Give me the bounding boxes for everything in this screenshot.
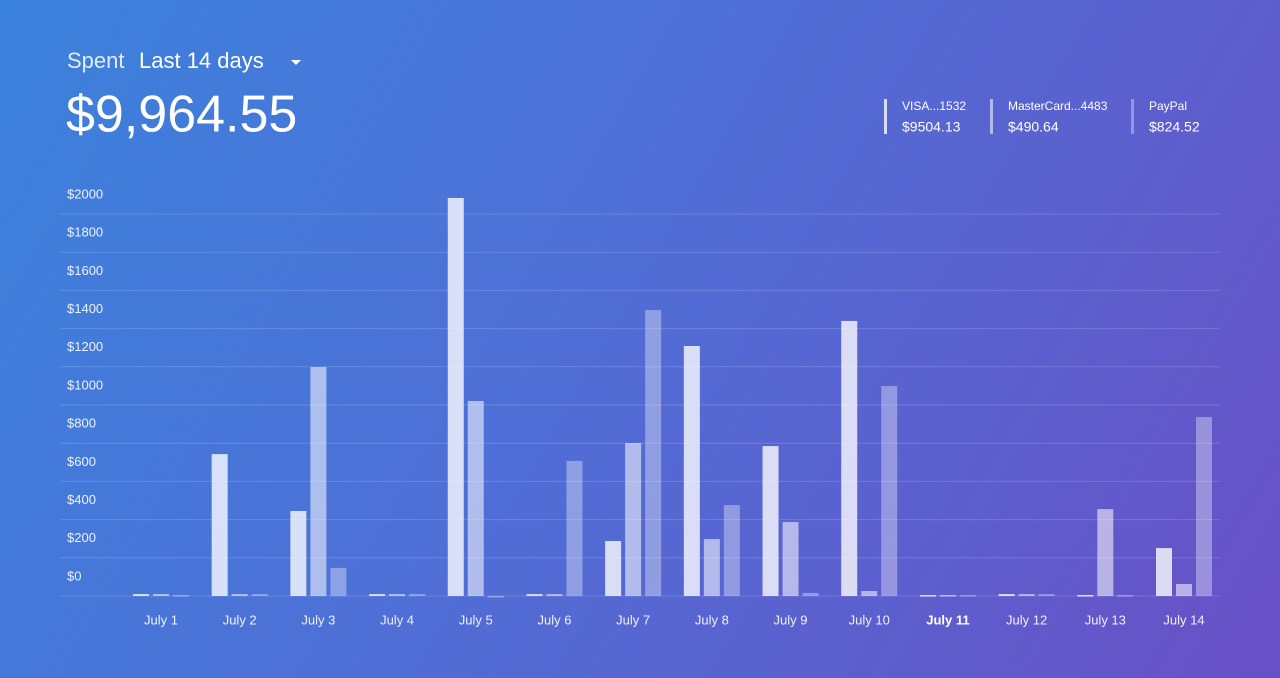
bar xyxy=(1038,594,1055,596)
bar xyxy=(566,460,583,596)
bar xyxy=(645,310,662,596)
bar xyxy=(703,539,720,596)
legend-total: $824.52 xyxy=(1149,119,1200,135)
x-tick-label: July 14 xyxy=(1163,612,1204,627)
x-tick-label: July 4 xyxy=(380,612,414,627)
x-tick-label: July 7 xyxy=(616,612,650,627)
bar xyxy=(998,594,1015,596)
x-tick-label: July 3 xyxy=(301,612,335,627)
bar xyxy=(959,595,976,597)
y-tick-label: $400 xyxy=(67,492,96,507)
spent-label: Spent xyxy=(67,48,125,73)
x-tick-label: July 6 xyxy=(537,612,571,627)
bar xyxy=(802,592,819,596)
legend-marker xyxy=(884,99,887,134)
x-tick-label: July 1 xyxy=(144,612,178,627)
bar xyxy=(173,595,189,597)
bar xyxy=(683,345,700,596)
bar xyxy=(153,594,169,596)
bar xyxy=(251,594,268,596)
bar xyxy=(1018,594,1035,596)
x-tick-label: July 2 xyxy=(223,612,257,627)
period-dropdown[interactable]: Last 14 days xyxy=(139,48,301,73)
legend-total: $490.64 xyxy=(1008,119,1059,135)
bar xyxy=(625,443,642,596)
bar xyxy=(409,594,426,596)
bar xyxy=(447,197,464,596)
x-tick-label: July 8 xyxy=(695,612,729,627)
legend-total: $9504.13 xyxy=(902,119,961,135)
bar xyxy=(467,400,484,596)
legend-name: VISA...1532 xyxy=(902,99,966,113)
bar xyxy=(389,594,406,596)
y-tick-label: $800 xyxy=(67,416,96,431)
bar xyxy=(546,594,563,596)
bar xyxy=(1117,595,1134,597)
bar xyxy=(290,511,307,596)
bar xyxy=(881,386,898,596)
total-amount: $9,964.55 xyxy=(66,86,297,144)
x-tick-label: July 11 xyxy=(926,612,969,627)
bar xyxy=(487,596,504,598)
bar xyxy=(369,594,386,596)
x-tick-label: July 5 xyxy=(459,612,493,627)
x-tick-label: July 9 xyxy=(774,612,808,627)
legend-marker xyxy=(1131,99,1134,134)
bar xyxy=(1196,417,1212,596)
y-tick-label: $1200 xyxy=(67,339,103,354)
x-tick-label: July 10 xyxy=(849,612,890,627)
bar xyxy=(762,446,779,596)
bar xyxy=(526,594,543,596)
x-tick-label: July 13 xyxy=(1085,612,1126,627)
y-tick-label: $1000 xyxy=(67,377,103,392)
y-tick-label: $1800 xyxy=(67,225,103,240)
y-tick-label: $600 xyxy=(67,454,96,469)
bar xyxy=(861,591,878,596)
bar xyxy=(1156,548,1172,596)
bar xyxy=(605,540,622,596)
x-tick-label: July 12 xyxy=(1006,612,1047,627)
bar xyxy=(1176,583,1192,596)
bar xyxy=(1077,595,1094,597)
bar xyxy=(782,522,799,596)
dropdown-caret[interactable] xyxy=(291,60,301,65)
y-tick-label: $0 xyxy=(67,568,81,583)
legend-name: PayPal xyxy=(1149,99,1187,113)
bar xyxy=(330,567,347,596)
y-tick-label: $200 xyxy=(67,530,96,545)
bar xyxy=(133,594,149,596)
bar xyxy=(919,595,936,597)
bar xyxy=(1097,509,1114,596)
y-tick-label: $1400 xyxy=(67,301,103,316)
legend-marker xyxy=(990,99,993,134)
y-tick-label: $1600 xyxy=(67,263,103,278)
bar xyxy=(211,454,228,596)
legend-name: MasterCard...4483 xyxy=(1008,99,1108,113)
bar xyxy=(723,505,740,596)
bar xyxy=(231,594,248,596)
period-label[interactable]: Last 14 days xyxy=(139,48,264,73)
bar xyxy=(310,366,327,596)
y-tick-label: $2000 xyxy=(67,186,103,201)
bar xyxy=(841,320,858,596)
bar xyxy=(939,595,956,597)
